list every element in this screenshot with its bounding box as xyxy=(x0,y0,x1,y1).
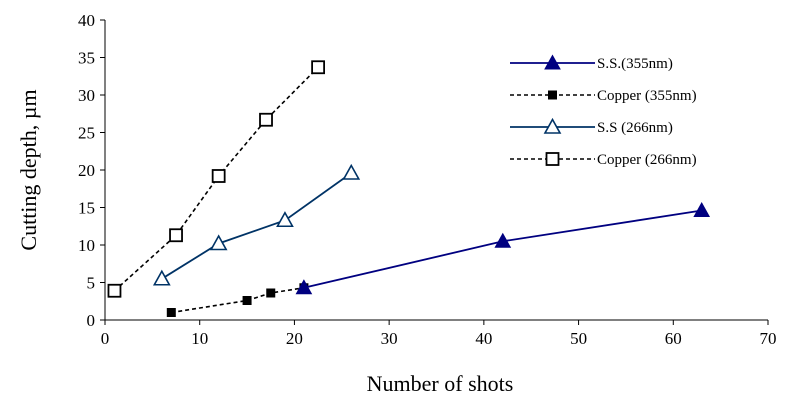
data-point xyxy=(266,288,276,298)
data-point xyxy=(152,269,171,286)
legend-label: S.S.(355nm) xyxy=(597,56,673,72)
data-point xyxy=(211,169,226,183)
legend-item: Copper (355nm) xyxy=(510,88,697,104)
x-tick-label: 10 xyxy=(191,329,208,348)
y-tick-label: 35 xyxy=(78,49,95,68)
y-tick-label: 40 xyxy=(78,11,95,30)
data-point xyxy=(342,163,361,180)
series-2 xyxy=(166,283,309,317)
x-tick-label: 50 xyxy=(570,329,587,348)
legend-item: S.S.(355nm) xyxy=(510,54,673,72)
x-tick-label: 60 xyxy=(665,329,682,348)
series-3 xyxy=(152,163,361,286)
series-layer xyxy=(107,60,711,317)
x-tick-label: 20 xyxy=(286,329,303,348)
x-tick-label: 0 xyxy=(101,329,110,348)
y-tick-label: 0 xyxy=(87,311,96,330)
y-tick-label: 25 xyxy=(78,124,95,143)
y-tick-label: 30 xyxy=(78,86,95,105)
legend-item: Copper (266nm) xyxy=(510,152,697,168)
data-point xyxy=(311,60,326,75)
legend-marker xyxy=(544,54,561,70)
legend-item: S.S (266nm) xyxy=(510,117,673,136)
y-tick-label: 20 xyxy=(78,161,95,180)
series-line xyxy=(171,287,305,314)
data-point xyxy=(295,279,313,295)
series-1 xyxy=(295,201,711,295)
data-point xyxy=(242,296,252,305)
x-tick-label: 30 xyxy=(381,329,398,348)
series-line xyxy=(161,172,352,280)
data-point xyxy=(107,283,122,298)
legend-label: Copper (355nm) xyxy=(597,88,697,104)
series-line xyxy=(303,209,702,289)
legend-marker xyxy=(545,152,560,166)
data-point xyxy=(494,232,512,248)
data-point xyxy=(276,211,294,228)
x-axis-title: Number of shots xyxy=(367,371,514,396)
legend-marker xyxy=(543,117,562,134)
y-axis-title: Cutting depth, µm xyxy=(16,89,41,250)
y-tick-label: 15 xyxy=(78,199,95,218)
data-point xyxy=(169,228,183,243)
x-tick-label: 40 xyxy=(475,329,492,348)
data-point xyxy=(166,308,176,317)
data-point xyxy=(693,201,711,217)
legend: S.S.(355nm) Copper (355nm) S.S (266nm) Copp… xyxy=(510,54,697,168)
data-point xyxy=(209,234,228,251)
axes: 0 10 20 30 40 50 60 70 0 5 10 15 20 25 30 35 40 xyxy=(78,11,777,348)
legend-marker xyxy=(548,90,557,100)
data-point xyxy=(259,112,273,127)
y-tick-label: 5 xyxy=(87,274,96,293)
series-4 xyxy=(107,60,326,298)
legend-label: S.S (266nm) xyxy=(597,120,673,136)
y-tick-label: 10 xyxy=(78,236,95,255)
x-tick-label: 70 xyxy=(760,329,777,348)
legend-label: Copper (266nm) xyxy=(597,152,697,168)
